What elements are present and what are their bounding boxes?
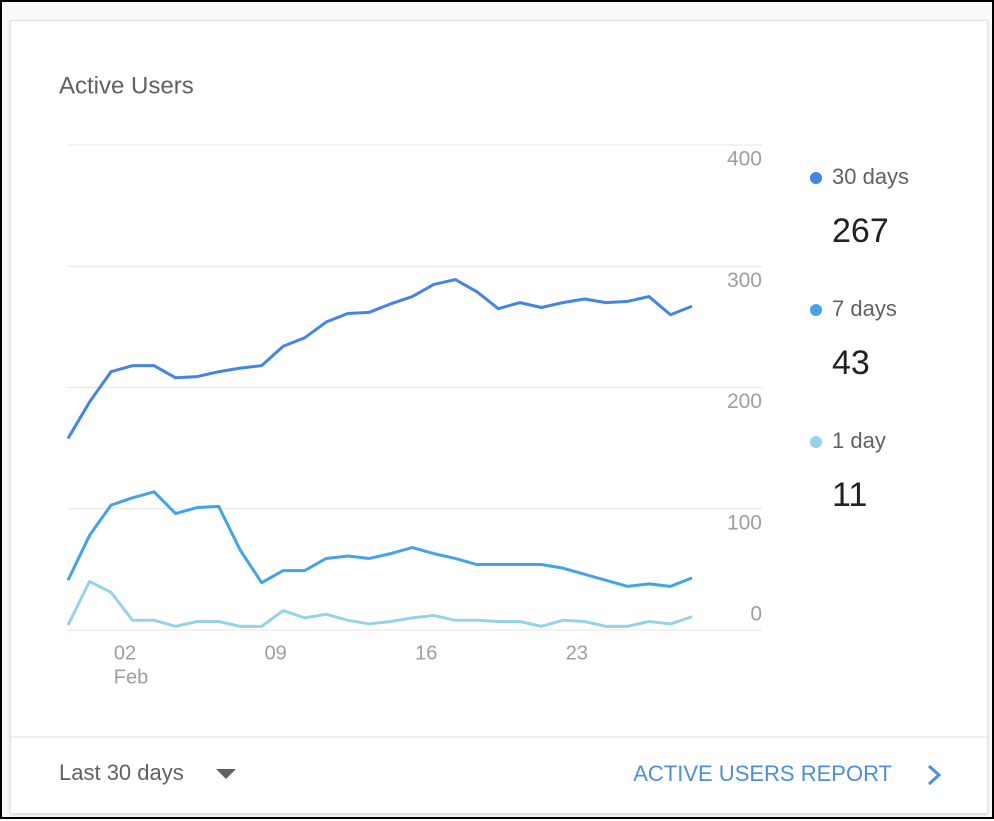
legend-value: 43 <box>832 344 870 382</box>
series-line <box>66 278 693 440</box>
legend-label: 1 day <box>832 428 886 453</box>
x-tick-label: 16 <box>415 642 437 664</box>
y-tick-label: 0 <box>750 603 762 626</box>
legend-dot <box>810 172 822 184</box>
report-link[interactable]: ACTIVE USERS REPORT <box>633 761 892 786</box>
series-line <box>66 580 693 628</box>
y-tick-label: 200 <box>727 390 762 413</box>
y-tick-label: 100 <box>727 511 762 534</box>
legend-value: 267 <box>832 212 889 250</box>
x-tick-label: 09 <box>265 642 287 664</box>
y-tick-label: 400 <box>727 148 762 171</box>
x-tick-label: 02 <box>114 642 136 664</box>
series-line <box>66 490 693 588</box>
legend-dot <box>810 304 822 316</box>
legend-dot <box>810 436 822 448</box>
y-tick-label: 300 <box>727 269 762 292</box>
chevron[interactable] <box>927 764 942 786</box>
x-month-label: Feb <box>114 666 148 688</box>
legend-label: 7 days <box>832 296 897 321</box>
legend-value: 11 <box>832 476 867 514</box>
dropdown-arrow[interactable] <box>216 769 236 779</box>
legend-label: 30 days <box>832 164 909 189</box>
range-selector[interactable]: Last 30 days <box>59 760 184 785</box>
x-tick-label: 23 <box>566 642 588 664</box>
card <box>10 20 988 814</box>
card-title: Active Users <box>59 72 194 99</box>
